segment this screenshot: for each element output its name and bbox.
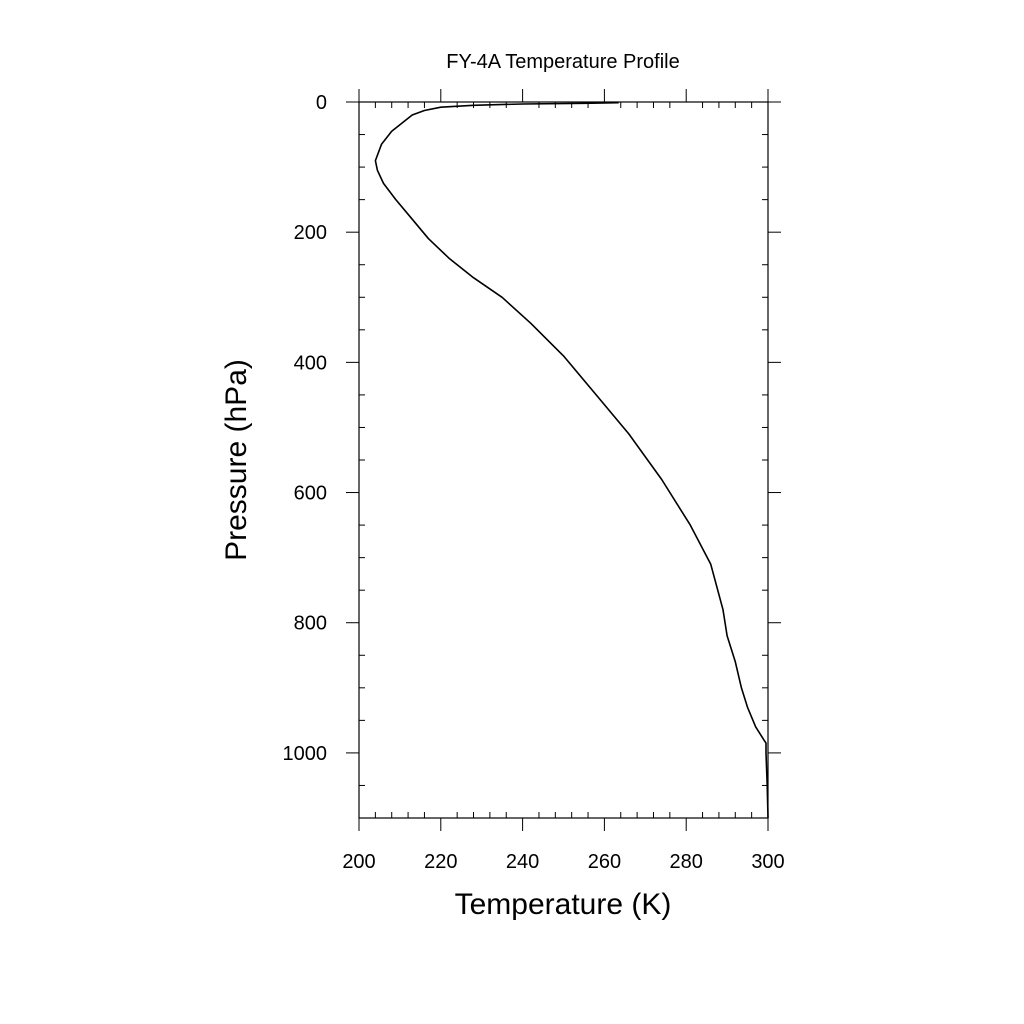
chart-title: FY-4A Temperature Profile: [446, 51, 679, 73]
x-axis-label: Temperature (K): [455, 888, 672, 921]
y-tick-label: 600: [294, 483, 327, 505]
y-tick-label: 0: [316, 92, 327, 114]
y-tick-label: 400: [294, 352, 327, 374]
temperature-profile-line: [374, 101, 769, 819]
y-tick-label: 800: [294, 613, 327, 635]
y-tick-label: 200: [294, 222, 327, 244]
y-tick-label: 1000: [283, 743, 328, 765]
plot-frame: [358, 101, 769, 819]
x-tick-label: 260: [588, 851, 621, 873]
x-tick-label: 220: [424, 851, 457, 873]
series-lines: [374, 101, 769, 819]
plot-area: [358, 101, 769, 819]
x-tick-label: 200: [342, 851, 375, 873]
x-tick-label: 280: [670, 851, 703, 873]
axis-ticks: [346, 89, 781, 831]
x-tick-label: 240: [506, 851, 539, 873]
y-axis-label: Pressure (hPa): [220, 359, 253, 561]
axis-tick-labels: 200 220 240 260 280 300 0 200 400 600 800 1000: [283, 92, 785, 873]
x-tick-label: 300: [751, 851, 784, 873]
